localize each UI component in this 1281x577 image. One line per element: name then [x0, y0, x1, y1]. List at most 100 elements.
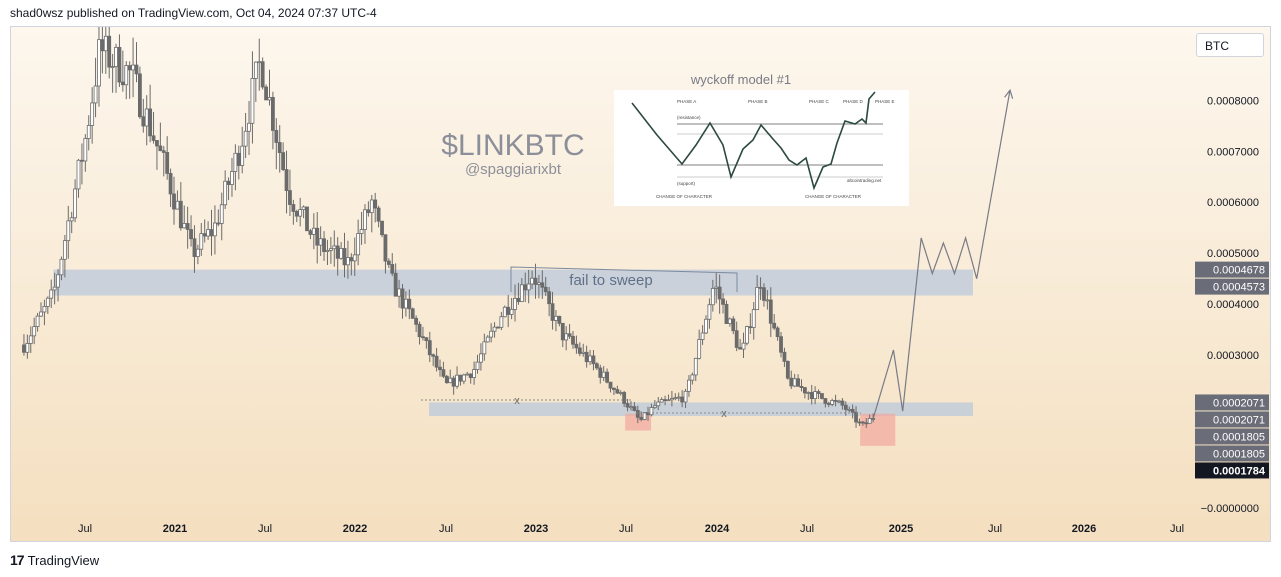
candle-body	[346, 257, 350, 266]
candle-body	[482, 341, 487, 355]
candle-body	[765, 299, 770, 302]
candle-body	[833, 400, 838, 402]
candle-body	[768, 299, 773, 324]
candle-body	[635, 410, 640, 418]
candle-body	[151, 135, 156, 141]
candle-body	[850, 408, 855, 413]
x-tick-label: Jul	[619, 523, 633, 535]
candle-body	[76, 159, 81, 190]
candle-body	[298, 209, 303, 217]
candle-body	[547, 291, 552, 305]
wyckoff-change-right: CHANGE OF CHARACTER	[805, 194, 862, 199]
candle-body	[247, 122, 251, 132]
candle-body	[260, 61, 265, 88]
candle-body	[216, 222, 221, 225]
x-tick-label: Jul	[258, 523, 272, 535]
candle-body	[311, 227, 316, 235]
candle-body	[366, 209, 371, 213]
candle-body	[363, 209, 367, 230]
candle-body	[693, 357, 698, 376]
candle-body	[625, 403, 630, 408]
price-tags-layer: 0.0004678 0.0004573 0.0002071 0.0002071 0.00…	[1195, 261, 1269, 479]
candle-body	[318, 238, 323, 246]
candle-body	[315, 227, 320, 246]
candle-body	[806, 392, 811, 394]
candle-body	[97, 39, 101, 87]
chart-frame[interactable]: $LINKBTC @spaggiarixbt fail to sweep x x…	[10, 26, 1271, 542]
price-tag-label: 0.0001805	[1213, 431, 1265, 443]
candle-body	[288, 190, 292, 205]
candle-body	[103, 35, 108, 52]
candle-body	[519, 284, 524, 302]
candle-body	[489, 330, 494, 338]
wyckoff-change-left: CHANGE OF CHARACTER	[656, 194, 713, 199]
candle-body	[202, 233, 207, 237]
candle-body	[673, 397, 678, 400]
candle-body	[172, 193, 176, 210]
candle-body	[257, 61, 262, 64]
candle-body	[571, 335, 575, 345]
symbol-selector[interactable]: BTC	[1196, 33, 1264, 57]
y-tick-label: 0.0008000	[1207, 95, 1259, 107]
candle-body	[277, 142, 282, 154]
candle-body	[335, 245, 340, 259]
candle-body	[669, 398, 674, 401]
wyckoff-title: wyckoff model #1	[690, 72, 791, 87]
candle-body	[461, 374, 466, 382]
candle-body	[779, 336, 783, 353]
candle-body	[226, 180, 231, 185]
candle-body	[25, 343, 30, 353]
candle-body	[588, 355, 592, 363]
candle-body	[554, 315, 558, 321]
candle-body	[710, 288, 715, 306]
price-tag	[1195, 428, 1269, 445]
candle-body	[386, 260, 391, 265]
candle-body	[809, 392, 814, 399]
candle-body	[32, 326, 37, 337]
candle-body	[284, 169, 289, 191]
candle-body	[349, 257, 354, 262]
candle-body	[676, 396, 681, 399]
candle-body	[421, 336, 425, 339]
candle-body	[499, 316, 504, 328]
candle-body	[864, 422, 869, 425]
candle-body	[748, 326, 753, 329]
liquidity-x-marker-2: x	[721, 408, 727, 420]
x-axis-layer[interactable]: Jul 2021 Jul 2022 Jul 2023 Jul 2024 Jul 2025 Jul 20…	[78, 523, 1184, 535]
candle-body	[178, 200, 183, 229]
candle-body	[158, 145, 163, 152]
candle-body	[73, 188, 78, 219]
candle-body	[431, 354, 436, 357]
candle-body	[468, 373, 473, 378]
candle-body	[56, 274, 60, 288]
candle-body	[680, 396, 685, 403]
y-tick-label: 0.0003000	[1207, 350, 1259, 362]
candle-body	[155, 140, 159, 147]
chart-canvas[interactable]: $LINKBTC @spaggiarixbt fail to sweep x x…	[11, 27, 1271, 542]
candle-body	[785, 360, 790, 379]
candle-body	[352, 254, 357, 262]
candle-body	[322, 238, 326, 253]
candle-body	[584, 351, 589, 363]
price-tag-label: 0.0001784	[1213, 465, 1266, 477]
x-tick-label: 2022	[343, 523, 367, 535]
candle-body	[618, 392, 623, 394]
price-tag-label: 0.0004678	[1213, 265, 1265, 277]
fail-to-sweep-label: fail to sweep	[569, 272, 652, 289]
price-tag	[1195, 445, 1269, 462]
x-tick-label: 2021	[163, 523, 187, 535]
y-tick-label: 0.0007000	[1207, 146, 1259, 158]
x-tick-label: 2026	[1072, 523, 1096, 535]
wyckoff-price-path	[631, 91, 876, 191]
candle-body	[195, 248, 200, 257]
x-tick-label: 2023	[524, 523, 548, 535]
candle-body	[567, 333, 572, 337]
candle-body	[438, 366, 442, 371]
candle-body	[243, 130, 248, 147]
candle-body	[659, 399, 664, 403]
candle-body	[775, 327, 780, 338]
candle-body	[28, 335, 33, 344]
sweep-box-2024	[860, 413, 896, 446]
candle-body	[80, 159, 84, 162]
footer-brand[interactable]: 17 TradingView	[10, 552, 99, 568]
